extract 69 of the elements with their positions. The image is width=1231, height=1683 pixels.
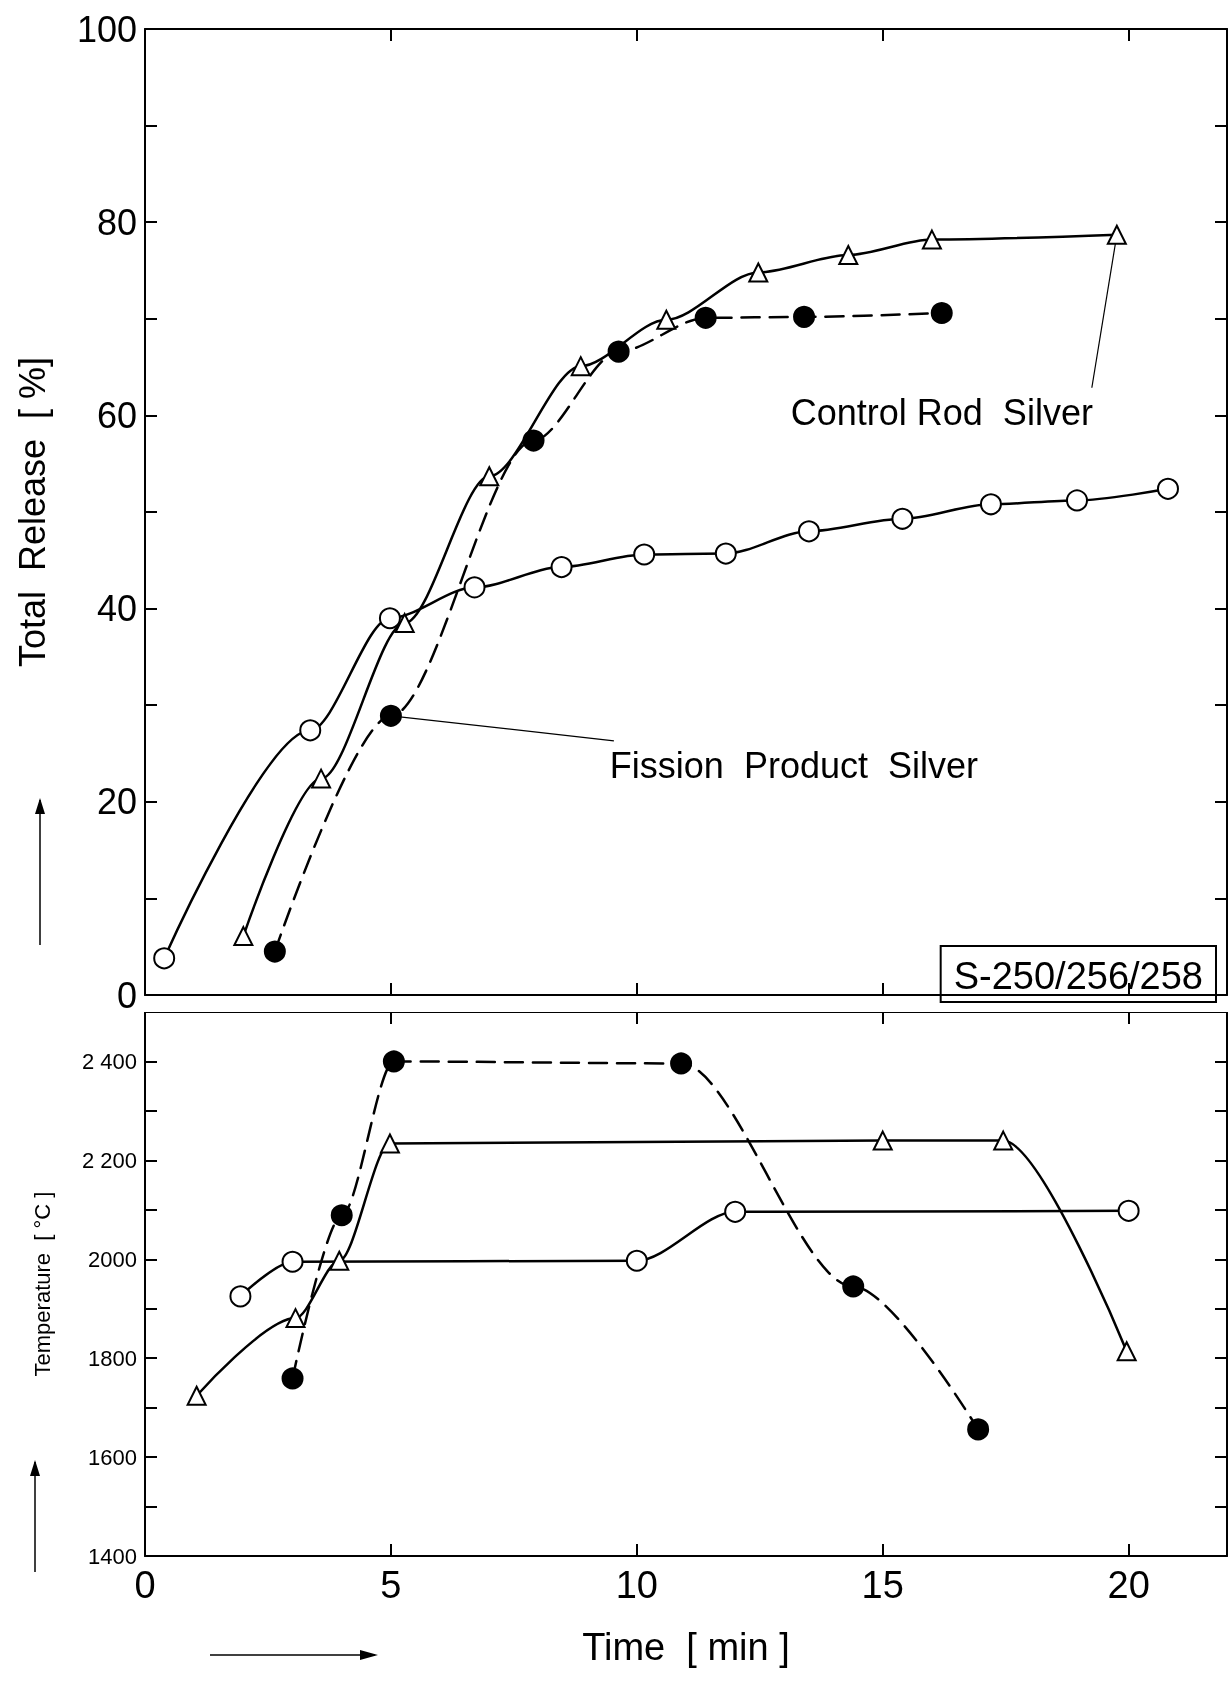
point <box>299 719 322 742</box>
point <box>570 356 591 377</box>
point <box>394 613 415 634</box>
y-tick-label: 2 200 <box>81 1147 137 1173</box>
point <box>382 1050 405 1073</box>
y-tick-label: 0 <box>116 974 137 1016</box>
point <box>724 1200 747 1223</box>
y-tick-label: 1600 <box>88 1444 137 1470</box>
x-axis-title: Time [ min ] <box>582 1626 790 1668</box>
annotation: Control Rod Silver <box>790 392 1093 434</box>
point <box>633 543 656 566</box>
point <box>1066 489 1088 512</box>
y-tick-label: 80 <box>96 201 137 243</box>
point <box>311 768 332 789</box>
point <box>921 229 942 250</box>
annotation: S-250/256/258 <box>953 955 1204 997</box>
point <box>930 302 953 324</box>
point <box>378 607 401 630</box>
y-axis-title: Total Release [ %] <box>11 356 53 668</box>
point <box>607 340 630 363</box>
point <box>281 1250 304 1273</box>
point <box>838 245 859 266</box>
y-tick-label: 20 <box>96 781 137 823</box>
point <box>550 556 573 579</box>
y-tick-label: 2 400 <box>81 1048 137 1074</box>
point <box>479 466 500 487</box>
point <box>967 1418 990 1441</box>
point <box>670 1052 693 1075</box>
point <box>1106 224 1127 245</box>
point <box>379 1133 400 1154</box>
y-tick-label: 40 <box>96 588 137 630</box>
point <box>1117 1199 1140 1222</box>
point <box>330 1204 353 1227</box>
point <box>153 947 176 970</box>
point <box>625 1249 648 1272</box>
y-tick-label: 2000 <box>88 1246 137 1272</box>
point <box>285 1308 306 1329</box>
point <box>748 262 769 283</box>
x-tick-label: 15 <box>861 1564 904 1606</box>
y-tick-label: 1800 <box>88 1345 137 1371</box>
point <box>714 542 737 565</box>
x-tick-label: 5 <box>380 1564 402 1606</box>
point <box>229 1285 252 1308</box>
point <box>793 305 816 328</box>
point <box>1157 477 1179 500</box>
point <box>891 507 914 530</box>
point <box>233 926 254 947</box>
point <box>329 1250 350 1271</box>
point <box>522 429 545 452</box>
point <box>656 309 677 330</box>
point <box>993 1130 1014 1151</box>
annotation: Fission Product Silver <box>609 745 978 787</box>
x-tick-label: 10 <box>615 1564 658 1606</box>
point <box>979 493 1002 516</box>
y-tick-label: 60 <box>96 394 137 436</box>
point <box>186 1385 207 1406</box>
point <box>281 1367 304 1390</box>
point <box>694 306 717 329</box>
y-axis-title: Temperature [ °C ] <box>29 1191 55 1377</box>
point <box>1116 1341 1137 1362</box>
point <box>842 1275 865 1298</box>
y-tick-label: 1400 <box>88 1543 137 1569</box>
point <box>797 520 820 543</box>
y-tick-label: 100 <box>76 8 137 50</box>
x-tick-label: 20 <box>1107 1564 1150 1606</box>
point <box>263 940 286 963</box>
point <box>379 704 402 727</box>
point <box>872 1130 893 1151</box>
point <box>463 576 486 599</box>
